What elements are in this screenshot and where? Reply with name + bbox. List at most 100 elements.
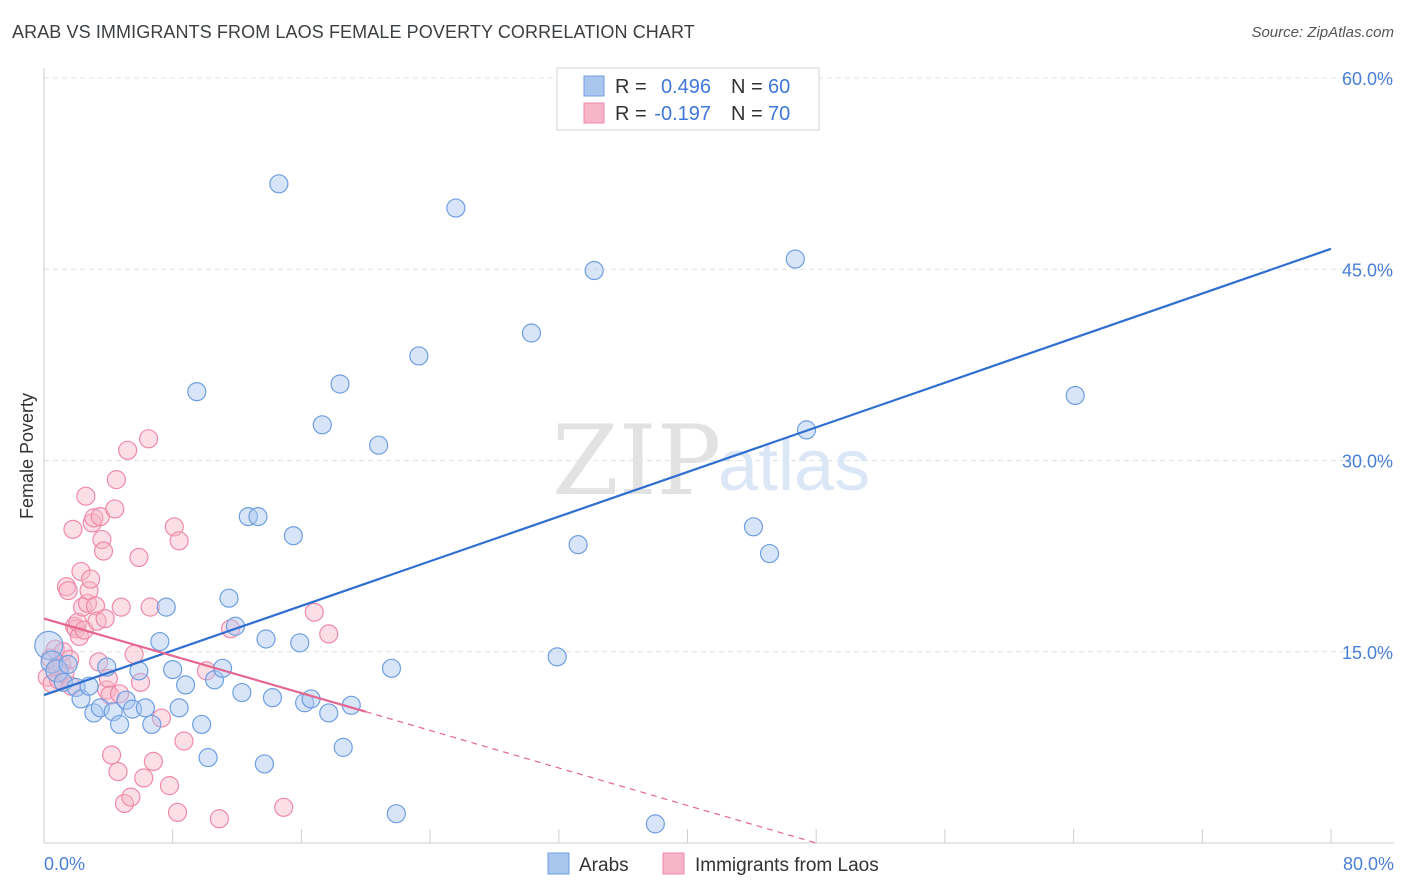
legend-swatch-arabs bbox=[583, 75, 605, 97]
laos-point-37 bbox=[101, 745, 122, 765]
arabs-point-54 bbox=[584, 260, 604, 281]
laos-trend-line bbox=[43, 617, 367, 713]
arabs-point-16 bbox=[135, 698, 155, 718]
arabs-point-28 bbox=[219, 588, 239, 608]
legend-n-value-arabs: 60 bbox=[768, 76, 790, 98]
laos-point-39 bbox=[106, 470, 126, 490]
arabs-point-9 bbox=[90, 698, 110, 718]
bottom-legend-swatch-laos bbox=[662, 852, 685, 875]
laos-point-60 bbox=[209, 809, 229, 829]
y-axis-title: Female Poverty bbox=[17, 393, 37, 519]
legend-n-label-laos: N = bbox=[731, 103, 763, 125]
trend-lines bbox=[43, 247, 1332, 844]
y-tick-label-2: 45.0% bbox=[1342, 260, 1393, 280]
arabs-point-56 bbox=[743, 517, 764, 537]
arabs-point-58 bbox=[785, 249, 805, 269]
arabs-trend-line bbox=[43, 247, 1332, 697]
arabs-point-18 bbox=[150, 631, 170, 652]
laos-point-51 bbox=[140, 597, 160, 617]
arabs-point-37 bbox=[283, 526, 303, 546]
laos-trend-line-extension bbox=[365, 711, 817, 844]
laos-point-27 bbox=[85, 596, 106, 616]
arabs-point-52 bbox=[547, 647, 567, 667]
laos-point-58 bbox=[174, 731, 194, 751]
series-laos-points bbox=[37, 429, 339, 829]
arabs-point-46 bbox=[369, 435, 389, 455]
arabs-point-42 bbox=[319, 703, 339, 723]
laos-point-24 bbox=[81, 569, 101, 589]
laos-point-10 bbox=[58, 580, 78, 601]
laos-point-50 bbox=[138, 429, 159, 449]
legend-r-label-arabs: R = bbox=[615, 76, 647, 98]
arabs-point-41 bbox=[312, 415, 332, 435]
arabs-point-24 bbox=[192, 714, 212, 735]
y-tick-labels: 15.0% 30.0% 45.0% 60.0% bbox=[1342, 69, 1393, 663]
legend-n-value-laos: 70 bbox=[768, 103, 790, 125]
arabs-point-51 bbox=[521, 323, 542, 343]
arabs-point-57 bbox=[759, 543, 780, 564]
watermark-atlas: atlas bbox=[718, 426, 870, 506]
chart-title: ARAB VS IMMIGRANTS FROM LAOS FEMALE POVE… bbox=[12, 22, 695, 42]
arabs-point-36 bbox=[269, 174, 289, 194]
laos-point-38 bbox=[105, 499, 125, 519]
arabs-point-47 bbox=[381, 658, 402, 678]
arabs-point-0 bbox=[34, 630, 64, 660]
laos-point-40 bbox=[108, 761, 128, 782]
arabs-point-55 bbox=[645, 814, 665, 834]
arabs-point-38 bbox=[290, 633, 310, 653]
laos-point-56 bbox=[167, 802, 188, 823]
arabs-point-19 bbox=[156, 597, 176, 617]
laos-point-54 bbox=[159, 776, 180, 796]
arabs-point-23 bbox=[187, 382, 207, 402]
arabs-point-53 bbox=[568, 535, 588, 555]
y-tick-label-3: 60.0% bbox=[1342, 69, 1393, 89]
laos-point-49 bbox=[134, 768, 154, 788]
x-tick-label-min: 0.0% bbox=[44, 854, 85, 874]
laos-point-18 bbox=[71, 561, 91, 582]
arabs-point-25 bbox=[198, 747, 218, 768]
laos-point-53 bbox=[151, 708, 172, 728]
laos-point-42 bbox=[111, 597, 131, 617]
arabs-point-43 bbox=[330, 374, 350, 394]
laos-point-33 bbox=[95, 608, 115, 629]
arabs-point-30 bbox=[232, 682, 252, 703]
arabs-point-44 bbox=[333, 737, 353, 757]
bottom-legend-label-laos: Immigrants from Laos bbox=[695, 855, 879, 876]
arabs-point-31 bbox=[238, 506, 258, 527]
laos-point-26 bbox=[84, 508, 104, 528]
arabs-point-2 bbox=[45, 659, 69, 683]
arabs-point-17 bbox=[142, 714, 162, 735]
series-legend: Arabs Immigrants from Laos bbox=[547, 852, 879, 876]
correlation-legend: R = 0.496 N = 60 R = -0.197 N = 70 bbox=[556, 67, 820, 131]
legend-r-value-arabs: 0.496 bbox=[661, 76, 711, 98]
laos-point-45 bbox=[121, 787, 141, 807]
legend-swatch-laos bbox=[583, 102, 605, 124]
bottom-legend-swatch-arabs bbox=[547, 852, 570, 875]
arabs-point-26 bbox=[204, 670, 225, 690]
y-tick-label-0: 15.0% bbox=[1342, 643, 1393, 663]
arabs-point-60 bbox=[1065, 385, 1085, 406]
legend-r-value-laos: -0.197 bbox=[654, 103, 711, 125]
bottom-legend-label-arabs: Arabs bbox=[579, 855, 629, 876]
gridlines bbox=[44, 77, 1394, 653]
watermark-zip: ZIP bbox=[552, 405, 721, 517]
arabs-point-12 bbox=[110, 714, 130, 735]
laos-point-21 bbox=[76, 486, 96, 506]
x-axis-ticks bbox=[172, 829, 1332, 843]
arabs-point-35 bbox=[262, 688, 283, 708]
arabs-point-48 bbox=[386, 804, 406, 824]
arabs-point-34 bbox=[256, 629, 276, 649]
laos-point-57 bbox=[169, 531, 189, 551]
laos-point-63 bbox=[304, 602, 324, 622]
laos-point-62 bbox=[274, 797, 294, 817]
arabs-point-33 bbox=[254, 754, 274, 774]
arabs-point-40 bbox=[301, 689, 321, 709]
laos-point-64 bbox=[319, 624, 339, 644]
y-tick-label-1: 30.0% bbox=[1342, 452, 1393, 472]
laos-point-32 bbox=[93, 541, 114, 561]
arabs-point-8 bbox=[84, 703, 104, 723]
arabs-point-32 bbox=[248, 506, 268, 527]
laos-point-44 bbox=[118, 440, 138, 460]
laos-point-52 bbox=[143, 751, 163, 772]
arabs-point-21 bbox=[169, 698, 189, 718]
